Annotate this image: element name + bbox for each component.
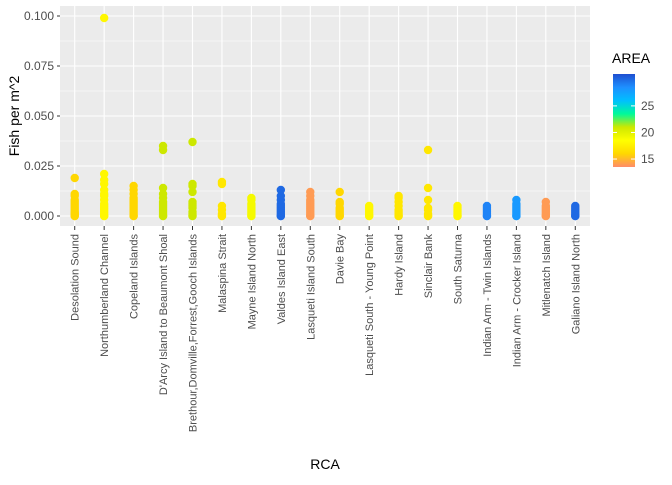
legend: AREA 15 20 25	[612, 50, 655, 167]
legend-title: AREA	[612, 50, 651, 66]
x-tick-label: Northumberland Channel	[99, 234, 111, 357]
data-point	[276, 185, 286, 195]
x-tick-label: Lasqueti Island South	[305, 234, 317, 340]
data-point	[158, 183, 168, 193]
x-tick-label: Galiano Island North	[570, 234, 582, 334]
data-point	[99, 13, 109, 23]
data-point	[276, 191, 286, 201]
x-tick-label: Indian Arm - Crocker Island	[511, 234, 523, 367]
x-tick-label: South Saturna	[453, 233, 465, 304]
data-point	[188, 187, 197, 197]
y-axis-title: Fish per m^2	[6, 76, 22, 157]
data-point	[394, 191, 403, 201]
x-tick-label: Mayne Island North	[246, 234, 258, 329]
data-point	[453, 201, 462, 211]
x-tick-label: Malaspina Strait	[217, 234, 229, 313]
y-tick-label: 0.000	[24, 209, 54, 223]
x-tick-label: D'Arcy Island to Beaumont Shoal	[158, 234, 170, 395]
data-point	[99, 175, 109, 185]
data-point	[158, 141, 168, 151]
data-point	[512, 195, 521, 205]
data-point	[70, 189, 79, 199]
y-axis: 0.000 0.025 0.050 0.075 0.100	[24, 9, 60, 223]
data-point	[423, 203, 433, 213]
data-point	[541, 197, 551, 207]
x-axis: Desolation Sound Northumberland Channel Co…	[70, 226, 582, 433]
x-axis-title: RCA	[310, 456, 340, 472]
legend-tick-label: 15	[641, 152, 655, 166]
x-tick-label: Mitlenatch Island	[541, 234, 553, 317]
data-point	[306, 187, 315, 197]
legend-colorbar	[613, 74, 635, 167]
legend-tick-label: 20	[641, 125, 655, 139]
data-point	[335, 197, 344, 207]
y-tick-label: 0.100	[24, 9, 54, 23]
x-tick-label: Copeland Islands	[129, 234, 141, 320]
data-point	[423, 145, 433, 155]
data-point	[70, 173, 79, 183]
y-tick-label: 0.075	[24, 59, 54, 73]
x-tick-label: Lasqueti South - Young Point	[364, 234, 376, 376]
data-point	[188, 137, 197, 147]
data-points	[70, 13, 580, 221]
data-point	[335, 187, 344, 197]
data-point	[99, 169, 109, 179]
x-tick-label: Valdes Island East	[276, 234, 288, 324]
x-tick-label: Davie Bay	[335, 234, 347, 285]
data-point	[158, 189, 168, 199]
x-tick-label: Indian Arm - Twin Islands	[482, 234, 494, 357]
x-tick-label: Desolation Sound	[70, 234, 82, 321]
data-point	[423, 195, 433, 205]
data-point	[188, 197, 197, 207]
data-point	[99, 185, 109, 195]
data-point	[217, 201, 227, 211]
y-tick-label: 0.025	[24, 159, 54, 173]
data-point	[247, 193, 256, 203]
x-tick-label: Brethour,Domville,Forrest,Gooch Islands	[188, 234, 200, 433]
data-point	[423, 183, 433, 193]
data-point	[217, 177, 227, 187]
data-point	[129, 181, 138, 191]
data-point	[571, 201, 580, 211]
data-point	[482, 201, 492, 211]
x-tick-label: Hardy Island	[394, 234, 406, 296]
data-point	[364, 201, 374, 211]
data-point	[188, 179, 197, 189]
y-tick-label: 0.050	[24, 109, 54, 123]
x-tick-label: Sinclair Bank	[423, 234, 435, 299]
legend-tick-label: 25	[641, 99, 655, 113]
